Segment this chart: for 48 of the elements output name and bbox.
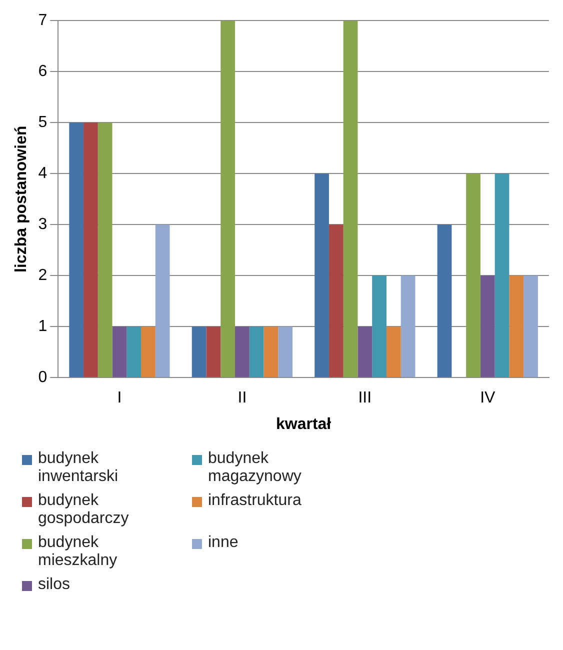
legend-label: inne [208, 534, 240, 552]
bar [480, 276, 495, 378]
bar [466, 174, 480, 378]
bar [69, 122, 84, 378]
bar [112, 326, 127, 378]
bar [400, 276, 416, 378]
bar [98, 122, 112, 378]
x-tick-label: II [238, 390, 247, 407]
bar [220, 20, 235, 378]
bar [358, 326, 372, 378]
legend-label: budynek magazynowy [208, 450, 302, 486]
y-tick-label: 7 [38, 12, 48, 30]
y-tick-label: 1 [38, 318, 48, 336]
x-tick-label: I [117, 390, 122, 407]
bar [437, 224, 452, 378]
bar [509, 276, 524, 378]
y-axis-title: liczba postanowień [13, 126, 30, 272]
bar [328, 224, 344, 378]
bar [494, 174, 510, 378]
y-tick-label: 2 [38, 267, 48, 284]
legend-label: budynek inwentarski [38, 450, 120, 486]
bar [141, 326, 156, 378]
bar [524, 276, 538, 378]
y-tick-label: 4 [38, 165, 48, 182]
y-tick-label: 3 [38, 216, 48, 234]
x-tick-label: IV [480, 390, 496, 407]
x-axis-title: kwartał [276, 416, 332, 433]
bar [249, 326, 264, 378]
bar [192, 326, 206, 378]
bar [278, 326, 293, 378]
legend-label: budynek gospodarczy [38, 492, 130, 528]
x-tick-label: III [358, 390, 372, 407]
legend-label: infrastruktura [208, 492, 302, 510]
legend-label: budynek mieszkalny [38, 534, 118, 570]
y-tick-label: 0 [38, 369, 48, 386]
bar [206, 326, 221, 378]
y-tick-label: 5 [38, 114, 48, 132]
bar [264, 326, 278, 378]
bar [235, 326, 250, 378]
y-tick-label: 6 [38, 63, 48, 80]
bar [314, 174, 329, 378]
bar [343, 20, 358, 378]
legend-label: silos [38, 576, 72, 594]
bar [84, 122, 98, 378]
bar [155, 224, 170, 378]
bar [126, 326, 142, 378]
bar [386, 326, 401, 378]
bar [372, 276, 386, 378]
